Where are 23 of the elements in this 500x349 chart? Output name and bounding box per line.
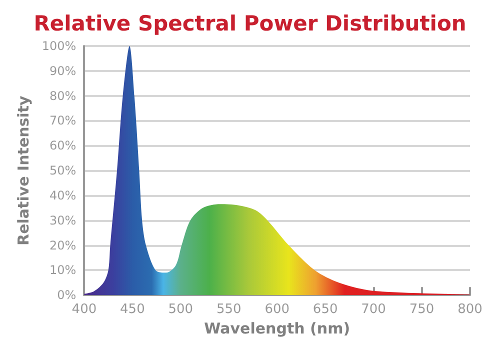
y-tick-label: 10%	[50, 263, 76, 278]
x-tick-label: 550	[216, 302, 242, 318]
y-tick-label: 90%	[50, 64, 76, 78]
x-axis-title: Wavelength (nm)	[204, 320, 350, 338]
x-tick-label: 500	[168, 302, 194, 318]
y-tick-label: 30%	[50, 213, 76, 228]
y-axis-title: Relative Intensity	[14, 95, 32, 246]
x-tick-label: 650	[312, 302, 338, 318]
y-tick-label: 20%	[50, 238, 76, 252]
x-tick-label: 800	[458, 302, 482, 318]
y-tick-label: 80%	[50, 88, 76, 103]
x-tick-label: 750	[409, 302, 434, 318]
y-tick-label: 70%	[50, 114, 76, 128]
y-tick-label: 100%	[42, 39, 76, 53]
x-tick-label: 600	[264, 302, 290, 318]
chart-title: Relative Spectral Power Distribution	[34, 12, 466, 36]
x-tick-label: 400	[72, 302, 97, 318]
y-tick-label: 50%	[50, 164, 76, 178]
y-tick-label: 40%	[50, 188, 76, 202]
y-tick-label: 60%	[50, 138, 76, 153]
y-tick-label: 0%	[57, 288, 76, 302]
x-tick-label: 450	[120, 302, 145, 318]
x-tick-label: 700	[361, 302, 386, 318]
